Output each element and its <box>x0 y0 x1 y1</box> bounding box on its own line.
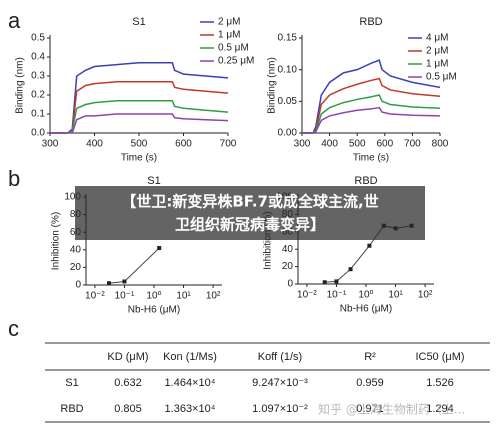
x-tick-label: 10⁻¹ <box>327 290 347 301</box>
x-tick-label: 400 <box>86 139 103 150</box>
series-line <box>302 94 441 134</box>
x-axis-label: Nb-H6 (μM) <box>340 304 392 315</box>
x-tick-label: 600 <box>376 139 393 150</box>
series-line <box>50 99 229 134</box>
point <box>322 280 327 285</box>
x-axis-label: Nb-H6 (μM) <box>128 305 180 316</box>
banner-line: 【世卫:新变异株BF.7或成全球主流,世 <box>121 193 378 211</box>
banner-line: 卫组织新冠病毒变异】 <box>175 216 325 234</box>
x-tick-label: 400 <box>321 139 338 150</box>
y-tick-label: 0.0 <box>31 128 45 139</box>
x-tick-label: 10⁻² <box>297 290 317 301</box>
table-cell: 1.363×10⁴ <box>165 403 216 415</box>
x-tick-label: 10² <box>206 291 221 302</box>
banner-bg <box>75 186 425 240</box>
fit-line <box>108 247 160 284</box>
y-tick-label: 0.5 <box>31 33 45 44</box>
header-cell: Kon (1/Ms) <box>163 351 217 363</box>
x-tick-label: 700 <box>220 139 237 150</box>
y-tick-label: 0.15 <box>278 33 298 44</box>
header-cell: IC50 (μM) <box>415 351 464 363</box>
chart-title: RBD <box>359 16 382 28</box>
y-axis-label: Binding (nm) <box>267 57 278 114</box>
y-axis-label: Inhibition (%) <box>263 211 274 269</box>
point <box>367 243 372 248</box>
x-tick-label: 700 <box>404 139 421 150</box>
legend-label: 0.25 μM <box>218 56 254 67</box>
legend-label: 2 μM <box>426 46 448 57</box>
series-line <box>302 77 441 134</box>
panel-letter: b <box>8 166 20 191</box>
table-cell: S1 <box>65 377 78 389</box>
series-line <box>50 113 229 134</box>
x-tick-label: 500 <box>349 139 366 150</box>
header-cell: R² <box>364 351 376 363</box>
y-tick-label: 0.1 <box>31 109 45 120</box>
point <box>348 267 353 272</box>
table: KD (μM) Kon (1/Ms) Koff (1/s) R² IC50 (μM) S1… <box>45 342 490 423</box>
table-cell: 0.632 <box>114 377 142 389</box>
table-cell: 0.805 <box>114 403 142 415</box>
x-axis-label: Time (s) <box>353 153 389 164</box>
header-cell: KD (μM) <box>107 351 148 363</box>
legend-label: 1 μM <box>218 30 240 41</box>
table-cell: 9.247×10⁻³ <box>252 377 308 389</box>
table-cell: 0.959 <box>356 377 384 389</box>
x-tick-label: 10⁻² <box>85 291 105 302</box>
y-tick-label: 20 <box>282 261 294 272</box>
y-tick-label: 0.4 <box>31 52 45 63</box>
x-tick-label: 800 <box>432 139 449 150</box>
table-cell: 1.464×10⁴ <box>165 377 216 389</box>
y-axis-label: Inhibition (%) <box>51 212 62 270</box>
chart-title: S1 <box>147 175 160 187</box>
table-cell: 0.971 <box>356 403 384 415</box>
watermark: 知乎 @上海生物制药（上... <box>318 402 465 417</box>
point <box>106 281 111 286</box>
header-cell: Koff (1/s) <box>258 351 302 363</box>
chart-title: S1 <box>132 16 145 28</box>
y-tick-label: 100 <box>64 192 81 203</box>
y-tick-label: 0 <box>287 279 293 290</box>
y-tick-label: 40 <box>282 244 294 255</box>
x-tick-label: 10⁻¹ <box>115 291 135 302</box>
x-tick-label: 500 <box>131 139 148 150</box>
point <box>334 279 339 284</box>
y-axis-label: Binding (nm) <box>15 57 26 114</box>
series-line <box>50 80 229 134</box>
legend-label: 2 μM <box>218 17 240 28</box>
point <box>157 246 162 251</box>
table-cell: 1.526 <box>426 377 454 389</box>
series-line <box>302 106 441 134</box>
legend-label: 4 μM <box>426 33 448 44</box>
x-tick-label: 600 <box>175 139 192 150</box>
y-tick-label: 0.00 <box>278 128 298 139</box>
y-tick-label: 0.05 <box>278 96 298 107</box>
table-cell: RBD <box>60 403 83 415</box>
x-tick-label: 10⁰ <box>146 291 161 302</box>
x-tick-label: 10¹ <box>388 290 403 301</box>
x-tick-label: 300 <box>42 139 59 150</box>
table-cell: 1.294 <box>426 403 454 415</box>
point <box>122 279 127 284</box>
y-tick-label: 0.10 <box>278 64 298 75</box>
panel-letter: c <box>8 316 19 341</box>
x-axis-label: Time (s) <box>121 153 157 164</box>
legend-label: 0.5 μM <box>426 72 457 83</box>
y-tick-label: 0.3 <box>31 71 45 82</box>
y-tick-label: 0 <box>75 280 81 291</box>
x-tick-label: 10¹ <box>176 291 191 302</box>
x-tick-label: 300 <box>294 139 311 150</box>
y-tick-label: 0.2 <box>31 90 45 101</box>
y-tick-label: 40 <box>70 244 82 255</box>
table-cell: 1.097×10⁻² <box>252 403 308 415</box>
x-tick-label: 10⁰ <box>358 290 373 301</box>
panel-letter: a <box>8 8 21 33</box>
chart-title: RBD <box>354 175 377 187</box>
y-tick-label: 20 <box>70 262 82 273</box>
x-tick-label: 10² <box>418 290 433 301</box>
legend-label: 1 μM <box>426 59 448 70</box>
legend-label: 0.5 μM <box>218 43 249 54</box>
